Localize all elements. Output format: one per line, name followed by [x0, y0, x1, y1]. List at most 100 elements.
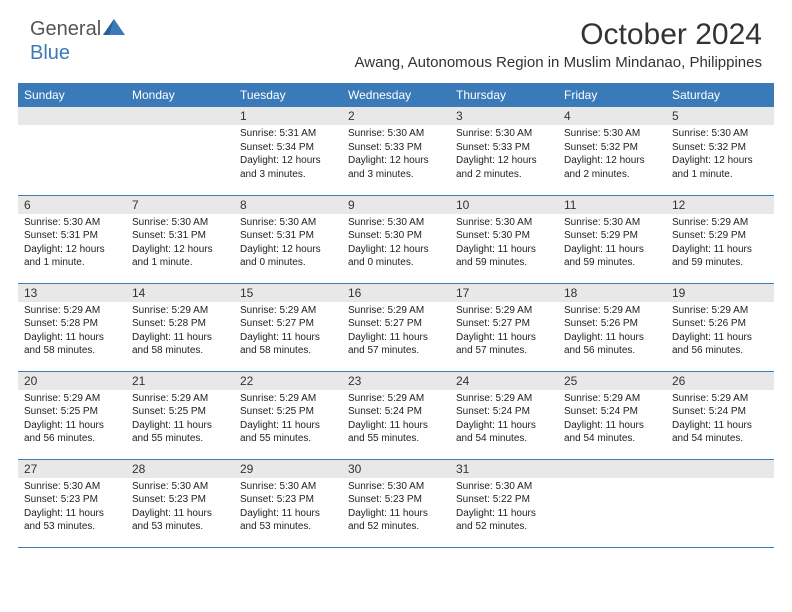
- day-line-sr: Sunrise: 5:31 AM: [240, 127, 336, 141]
- day-line-ss: Sunset: 5:24 PM: [348, 405, 444, 419]
- day-number: 29: [234, 460, 342, 478]
- day-body: Sunrise: 5:30 AMSunset: 5:31 PMDaylight:…: [126, 214, 234, 274]
- calendar-day: 3Sunrise: 5:30 AMSunset: 5:33 PMDaylight…: [450, 107, 558, 195]
- day-body: Sunrise: 5:29 AMSunset: 5:24 PMDaylight:…: [666, 390, 774, 450]
- day-line-dl2: and 56 minutes.: [672, 344, 768, 358]
- calendar-head: SundayMondayTuesdayWednesdayThursdayFrid…: [18, 83, 774, 107]
- calendar-day: 17Sunrise: 5:29 AMSunset: 5:27 PMDayligh…: [450, 283, 558, 371]
- day-line-sr: Sunrise: 5:30 AM: [132, 216, 228, 230]
- day-number: [18, 107, 126, 125]
- day-body: Sunrise: 5:29 AMSunset: 5:24 PMDaylight:…: [450, 390, 558, 450]
- day-line-dl2: and 59 minutes.: [564, 256, 660, 270]
- weekday-header: Friday: [558, 83, 666, 107]
- calendar-day: 31Sunrise: 5:30 AMSunset: 5:22 PMDayligh…: [450, 459, 558, 547]
- weekday-header: Wednesday: [342, 83, 450, 107]
- day-number: 26: [666, 372, 774, 390]
- day-number: 3: [450, 107, 558, 125]
- calendar-day: 1Sunrise: 5:31 AMSunset: 5:34 PMDaylight…: [234, 107, 342, 195]
- calendar-day: 24Sunrise: 5:29 AMSunset: 5:24 PMDayligh…: [450, 371, 558, 459]
- day-line-ss: Sunset: 5:27 PM: [240, 317, 336, 331]
- day-line-dl1: Daylight: 11 hours: [348, 507, 444, 521]
- day-line-dl1: Daylight: 11 hours: [132, 331, 228, 345]
- day-line-dl1: Daylight: 11 hours: [564, 243, 660, 257]
- day-line-dl2: and 1 minute.: [132, 256, 228, 270]
- day-line-dl2: and 3 minutes.: [240, 168, 336, 182]
- day-line-sr: Sunrise: 5:30 AM: [672, 127, 768, 141]
- day-line-dl2: and 1 minute.: [672, 168, 768, 182]
- day-line-dl1: Daylight: 12 hours: [348, 154, 444, 168]
- day-line-dl2: and 2 minutes.: [456, 168, 552, 182]
- day-line-dl1: Daylight: 11 hours: [24, 331, 120, 345]
- day-line-dl1: Daylight: 11 hours: [348, 419, 444, 433]
- day-line-ss: Sunset: 5:33 PM: [456, 141, 552, 155]
- day-line-dl1: Daylight: 11 hours: [456, 331, 552, 345]
- day-line-dl1: Daylight: 12 hours: [132, 243, 228, 257]
- day-line-ss: Sunset: 5:30 PM: [348, 229, 444, 243]
- calendar-day-empty: [666, 459, 774, 547]
- calendar-day: 22Sunrise: 5:29 AMSunset: 5:25 PMDayligh…: [234, 371, 342, 459]
- day-number: 8: [234, 196, 342, 214]
- day-line-ss: Sunset: 5:31 PM: [132, 229, 228, 243]
- day-line-sr: Sunrise: 5:29 AM: [240, 392, 336, 406]
- day-line-dl1: Daylight: 12 hours: [672, 154, 768, 168]
- weekday-row: SundayMondayTuesdayWednesdayThursdayFrid…: [18, 83, 774, 107]
- day-body: Sunrise: 5:29 AMSunset: 5:28 PMDaylight:…: [18, 302, 126, 362]
- day-line-ss: Sunset: 5:31 PM: [240, 229, 336, 243]
- day-line-dl2: and 55 minutes.: [132, 432, 228, 446]
- day-line-dl1: Daylight: 11 hours: [456, 507, 552, 521]
- day-number: 11: [558, 196, 666, 214]
- day-number: 22: [234, 372, 342, 390]
- day-line-dl2: and 58 minutes.: [240, 344, 336, 358]
- day-line-dl1: Daylight: 11 hours: [348, 331, 444, 345]
- day-line-ss: Sunset: 5:24 PM: [456, 405, 552, 419]
- day-body: Sunrise: 5:29 AMSunset: 5:26 PMDaylight:…: [666, 302, 774, 362]
- day-line-sr: Sunrise: 5:29 AM: [24, 392, 120, 406]
- calendar-day: 15Sunrise: 5:29 AMSunset: 5:27 PMDayligh…: [234, 283, 342, 371]
- weekday-header: Monday: [126, 83, 234, 107]
- day-line-ss: Sunset: 5:33 PM: [348, 141, 444, 155]
- day-body: Sunrise: 5:30 AMSunset: 5:30 PMDaylight:…: [342, 214, 450, 274]
- calendar-week: 1Sunrise: 5:31 AMSunset: 5:34 PMDaylight…: [18, 107, 774, 195]
- calendar-day: 18Sunrise: 5:29 AMSunset: 5:26 PMDayligh…: [558, 283, 666, 371]
- calendar-day: 11Sunrise: 5:30 AMSunset: 5:29 PMDayligh…: [558, 195, 666, 283]
- day-number: 10: [450, 196, 558, 214]
- day-line-dl2: and 54 minutes.: [456, 432, 552, 446]
- day-body: Sunrise: 5:30 AMSunset: 5:33 PMDaylight:…: [450, 125, 558, 185]
- calendar-day: 20Sunrise: 5:29 AMSunset: 5:25 PMDayligh…: [18, 371, 126, 459]
- day-line-ss: Sunset: 5:32 PM: [564, 141, 660, 155]
- day-line-sr: Sunrise: 5:30 AM: [240, 480, 336, 494]
- calendar-day: 5Sunrise: 5:30 AMSunset: 5:32 PMDaylight…: [666, 107, 774, 195]
- calendar-day: 26Sunrise: 5:29 AMSunset: 5:24 PMDayligh…: [666, 371, 774, 459]
- day-line-sr: Sunrise: 5:29 AM: [672, 304, 768, 318]
- day-line-dl2: and 53 minutes.: [240, 520, 336, 534]
- day-line-sr: Sunrise: 5:30 AM: [456, 127, 552, 141]
- day-number: 27: [18, 460, 126, 478]
- day-line-sr: Sunrise: 5:29 AM: [456, 392, 552, 406]
- day-line-sr: Sunrise: 5:30 AM: [24, 216, 120, 230]
- header: General October 2024 Awang, Autonomous R…: [0, 0, 792, 75]
- day-line-dl1: Daylight: 11 hours: [456, 243, 552, 257]
- day-body: Sunrise: 5:30 AMSunset: 5:23 PMDaylight:…: [126, 478, 234, 538]
- weekday-header: Thursday: [450, 83, 558, 107]
- day-body: Sunrise: 5:29 AMSunset: 5:27 PMDaylight:…: [234, 302, 342, 362]
- calendar-table: SundayMondayTuesdayWednesdayThursdayFrid…: [18, 83, 774, 548]
- day-line-sr: Sunrise: 5:29 AM: [348, 392, 444, 406]
- day-line-dl1: Daylight: 11 hours: [672, 243, 768, 257]
- day-body: Sunrise: 5:30 AMSunset: 5:23 PMDaylight:…: [18, 478, 126, 538]
- day-line-dl2: and 58 minutes.: [132, 344, 228, 358]
- day-body: Sunrise: 5:29 AMSunset: 5:27 PMDaylight:…: [342, 302, 450, 362]
- day-line-ss: Sunset: 5:23 PM: [132, 493, 228, 507]
- weekday-header: Tuesday: [234, 83, 342, 107]
- day-line-sr: Sunrise: 5:29 AM: [132, 304, 228, 318]
- day-line-ss: Sunset: 5:27 PM: [456, 317, 552, 331]
- day-line-dl1: Daylight: 11 hours: [240, 507, 336, 521]
- day-line-ss: Sunset: 5:24 PM: [564, 405, 660, 419]
- day-line-dl1: Daylight: 11 hours: [240, 419, 336, 433]
- day-line-sr: Sunrise: 5:29 AM: [564, 304, 660, 318]
- day-number: 19: [666, 284, 774, 302]
- day-number: 7: [126, 196, 234, 214]
- day-body: Sunrise: 5:30 AMSunset: 5:32 PMDaylight:…: [558, 125, 666, 185]
- location: Awang, Autonomous Region in Muslim Minda…: [355, 54, 762, 71]
- calendar-day: 23Sunrise: 5:29 AMSunset: 5:24 PMDayligh…: [342, 371, 450, 459]
- day-line-sr: Sunrise: 5:29 AM: [24, 304, 120, 318]
